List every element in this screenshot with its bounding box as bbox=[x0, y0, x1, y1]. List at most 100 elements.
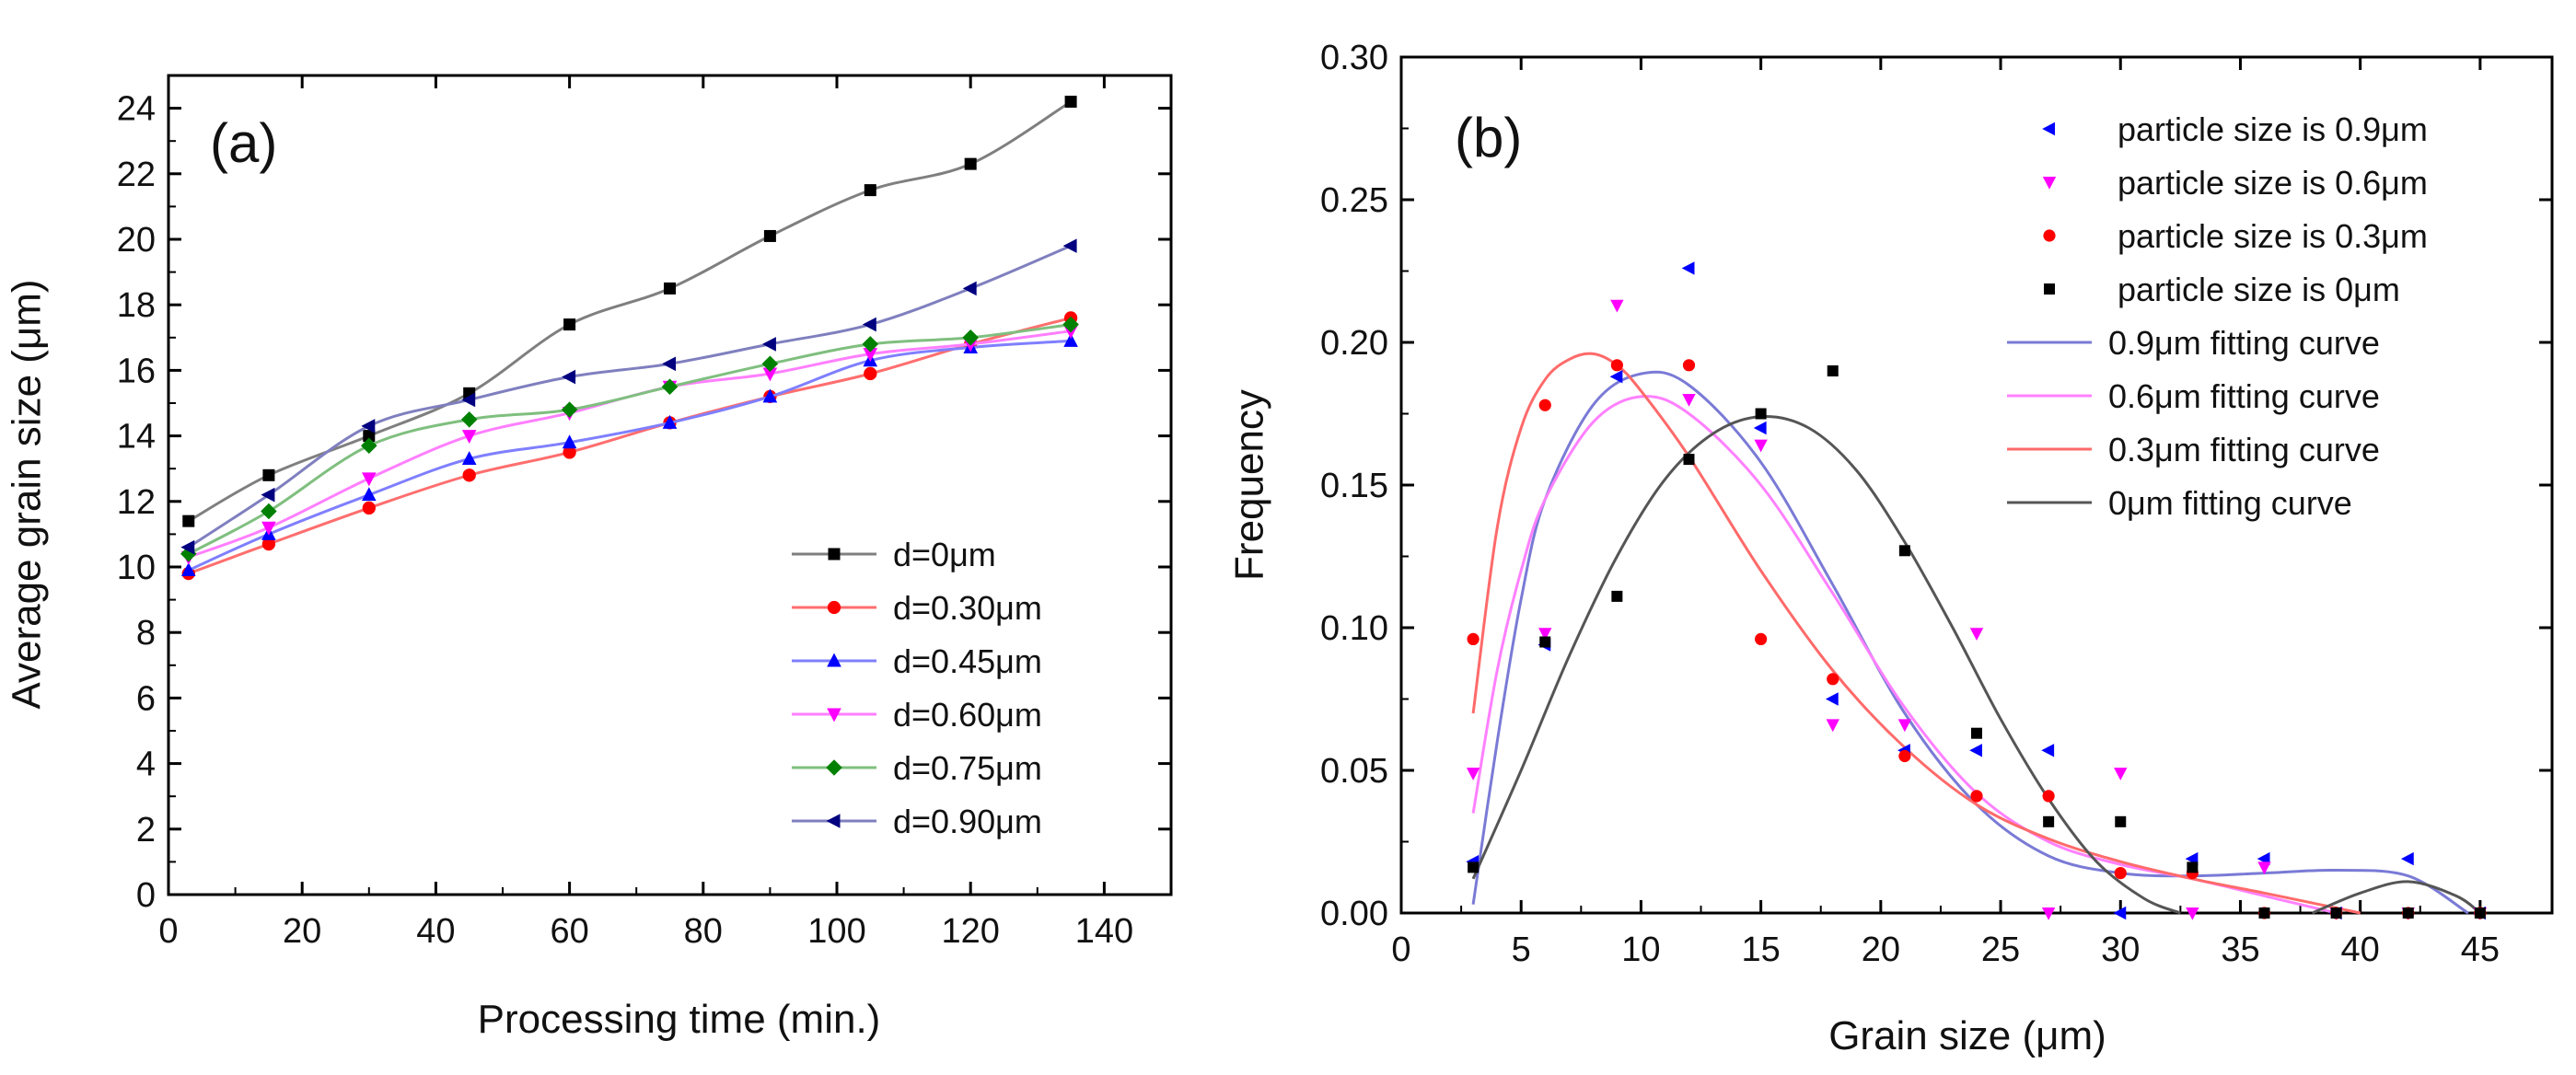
data-point bbox=[361, 437, 377, 455]
panel-label: (a) bbox=[210, 112, 277, 174]
data-point bbox=[2258, 907, 2270, 919]
legend-item: d=0.75μm bbox=[792, 749, 1042, 787]
data-point bbox=[962, 329, 979, 346]
x-tick-label: 120 bbox=[941, 912, 999, 951]
legend-item: particle size is 0.9μm bbox=[2042, 110, 2428, 148]
legend-marker bbox=[827, 653, 841, 667]
data-point bbox=[1682, 394, 1696, 407]
y-axis-title: Average grain size (μm) bbox=[4, 279, 49, 709]
y-tick-label: 8 bbox=[136, 614, 156, 653]
legend-label: d=0.60μm bbox=[893, 696, 1042, 734]
data-point bbox=[1062, 238, 1077, 253]
plot-frame bbox=[167, 74, 1173, 896]
data-point bbox=[762, 388, 778, 403]
series-particle size is 0μm bbox=[1468, 365, 2486, 919]
y-tick-label: 0.05 bbox=[1320, 752, 1388, 791]
fitting-curve bbox=[1471, 352, 2361, 915]
data-point bbox=[1466, 768, 1480, 780]
data-point bbox=[363, 430, 376, 443]
y-tick-label: 6 bbox=[136, 679, 156, 718]
data-point bbox=[261, 503, 277, 520]
data-point bbox=[1538, 628, 1552, 641]
legend-item: d=0μm bbox=[792, 536, 996, 573]
data-point bbox=[763, 229, 776, 242]
legend-label: particle size is 0.6μm bbox=[2118, 164, 2428, 202]
y-tick-label: 4 bbox=[136, 746, 156, 784]
data-point bbox=[1538, 399, 1551, 411]
legend-label: 0.9μm fitting curve bbox=[2108, 324, 2380, 362]
x-axis-title: Grain size (μm) bbox=[1828, 1013, 2106, 1058]
data-point bbox=[261, 521, 276, 536]
data-point bbox=[864, 366, 877, 381]
y-tick-label: 0.15 bbox=[1320, 467, 1388, 505]
data-point bbox=[362, 487, 377, 502]
series-line bbox=[188, 329, 1072, 559]
data-point bbox=[1610, 299, 1624, 313]
data-point bbox=[2400, 851, 2414, 866]
legend-label: particle size is 0.3μm bbox=[2118, 217, 2428, 255]
data-point bbox=[1468, 861, 1479, 873]
data-point bbox=[1898, 545, 1910, 557]
data-point bbox=[2257, 861, 2271, 875]
data-point bbox=[1611, 590, 1623, 602]
y-tick-label: 20 bbox=[117, 221, 156, 260]
legend-marker bbox=[827, 600, 841, 615]
data-point bbox=[261, 537, 276, 551]
data-point bbox=[180, 562, 196, 577]
y-tick-label: 0.25 bbox=[1320, 181, 1388, 220]
legend-marker bbox=[826, 759, 842, 776]
data-point bbox=[462, 468, 476, 482]
data-point bbox=[2114, 768, 2128, 780]
data-point bbox=[461, 392, 476, 408]
data-point bbox=[1683, 454, 1695, 466]
series-line bbox=[188, 339, 1072, 572]
data-point bbox=[2186, 907, 2199, 920]
legend-label: 0μm fitting curve bbox=[2108, 484, 2352, 522]
y-tick-label: 18 bbox=[117, 286, 156, 325]
legend-label: particle size is 0μm bbox=[2118, 271, 2400, 308]
series-line bbox=[188, 316, 1072, 575]
legend-marker bbox=[2043, 229, 2056, 242]
data-point bbox=[761, 355, 779, 373]
legend: d=0μm d=0.30μm d=0.45μm d=0.60μm d=0.75μm d=0… bbox=[792, 536, 1042, 840]
panel-label: (b) bbox=[1455, 107, 1522, 168]
x-tick-label: 20 bbox=[283, 912, 321, 951]
series-d=0.45μm bbox=[180, 332, 1078, 577]
y-axis-title: Frequency bbox=[1226, 389, 1271, 581]
legend-item: d=0.60μm bbox=[792, 696, 1042, 734]
y-tick-label: 12 bbox=[117, 483, 156, 522]
x-tick-label: 10 bbox=[1621, 931, 1660, 969]
data-point bbox=[862, 317, 876, 332]
x-axis-title: Processing time (min.) bbox=[478, 997, 881, 1042]
data-point bbox=[460, 411, 478, 428]
legend-marker bbox=[827, 708, 841, 722]
legend-label: 0.6μm fitting curve bbox=[2108, 377, 2380, 415]
data-point bbox=[962, 281, 977, 296]
x-tick-label: 0 bbox=[158, 912, 178, 951]
fitting-curve bbox=[1471, 395, 2337, 915]
y-tick-label: 10 bbox=[117, 549, 156, 587]
legend-item: d=0.90μm bbox=[792, 803, 1042, 840]
x-tick-label: 30 bbox=[2101, 931, 2140, 969]
x-tick-label: 40 bbox=[2341, 931, 2380, 969]
data-point bbox=[1827, 365, 1839, 376]
data-point bbox=[1609, 370, 1623, 384]
legend-item: 0.9μm fitting curve bbox=[2007, 324, 2380, 362]
data-point bbox=[261, 487, 275, 503]
data-point bbox=[2402, 907, 2414, 919]
data-point bbox=[1825, 692, 1839, 706]
data-point bbox=[2115, 815, 2127, 827]
x-tick-label: 40 bbox=[416, 912, 455, 951]
data-point bbox=[862, 336, 879, 353]
data-point bbox=[182, 514, 195, 527]
legend-item: particle size is 0.6μm bbox=[2042, 164, 2428, 202]
series-d=0μm bbox=[182, 95, 1077, 527]
data-point bbox=[1539, 636, 1551, 648]
data-point bbox=[762, 367, 778, 382]
data-point bbox=[361, 419, 376, 433]
x-tick-label: 25 bbox=[1981, 931, 2020, 969]
data-point bbox=[1969, 744, 1982, 757]
data-point bbox=[1827, 673, 1839, 686]
data-point bbox=[562, 369, 576, 385]
